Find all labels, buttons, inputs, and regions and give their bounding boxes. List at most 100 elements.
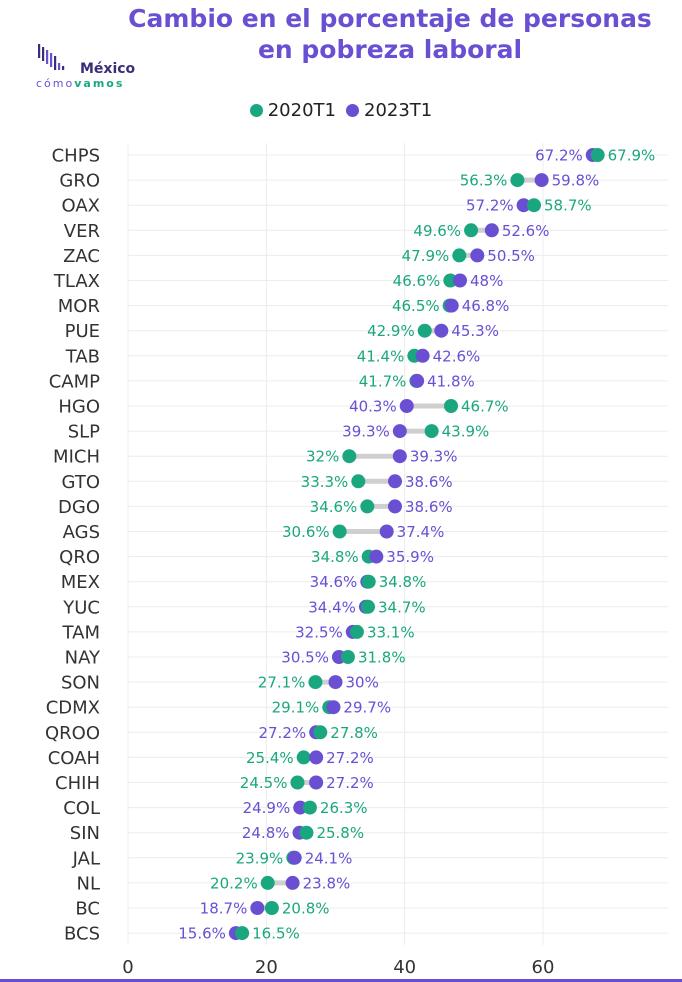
y-tick-label: TLAX	[53, 271, 100, 292]
data-label-2023: 42.6%	[433, 347, 481, 365]
y-tick-label: SLP	[68, 422, 100, 443]
data-label-2023: 38.6%	[405, 473, 453, 491]
y-tick-label: NL	[77, 873, 101, 894]
point-2023	[326, 700, 341, 715]
data-label-2023: 30.5%	[281, 649, 329, 667]
point-2023	[293, 800, 308, 815]
data-label-2020: 58.7%	[544, 197, 592, 215]
logo-sub-b: vamos	[74, 77, 125, 90]
point-2023	[484, 223, 499, 238]
y-tick-label: DGO	[58, 497, 100, 518]
x-tick-label: 20	[255, 957, 278, 978]
y-tick-label: COAH	[48, 748, 100, 769]
data-label-2020: 46.5%	[392, 297, 440, 315]
point-2020	[302, 800, 317, 815]
data-label-2023: 24.8%	[242, 824, 290, 842]
data-label-2023: 23.8%	[303, 874, 351, 892]
y-tick-label: QROO	[45, 723, 100, 744]
point-2020	[417, 323, 432, 338]
data-label-2023: 52.6%	[502, 222, 550, 240]
point-2023	[410, 373, 425, 388]
y-tick-label: CHIH	[55, 773, 100, 794]
point-2020	[235, 926, 250, 941]
data-label-2020: 47.9%	[402, 247, 450, 265]
y-tick-label: YUC	[62, 597, 100, 618]
point-2023	[415, 348, 430, 363]
y-tick-label: CHPS	[52, 146, 100, 167]
y-tick-label: COL	[63, 798, 100, 819]
chart-title-line-1: Cambio en el porcentaje de personas	[128, 4, 652, 33]
data-label-2020: 46.6%	[393, 272, 441, 290]
point-2020	[452, 248, 467, 263]
x-tick-label: 0	[122, 957, 133, 978]
legend-dot-2020-icon	[249, 104, 263, 117]
data-label-2020: 41.7%	[359, 372, 407, 390]
point-2020	[443, 273, 458, 288]
data-label-2020: 34.7%	[378, 598, 426, 616]
data-label-2020: 29.1%	[272, 699, 320, 717]
y-tick-label: BC	[75, 899, 100, 920]
data-label-2023: 45.3%	[451, 322, 499, 340]
point-2023	[434, 323, 449, 338]
point-2020	[260, 875, 275, 890]
data-label-2023: 24.1%	[305, 849, 353, 867]
data-label-2020: 34.8%	[311, 548, 359, 566]
data-label-2023: 32.5%	[295, 623, 343, 641]
y-tick-label: OAX	[62, 196, 101, 217]
y-tick-label: CAMP	[49, 371, 100, 392]
point-2020	[360, 499, 375, 514]
logo-sub-a: cómo	[36, 77, 75, 90]
point-2020	[342, 449, 357, 464]
chart-title: Cambio en el porcentaje de personas en p…	[100, 3, 680, 65]
data-label-2020: 42.9%	[367, 322, 415, 340]
y-tick-label: HGO	[58, 397, 100, 418]
point-2023	[250, 901, 265, 915]
data-label-2023: 41.8%	[427, 372, 475, 390]
data-label-2023: 59.8%	[552, 172, 600, 190]
y-tick-label: QRO	[59, 547, 100, 568]
y-tick-label: SIN	[70, 823, 100, 844]
logo-subtitle: cómovamos	[36, 77, 124, 90]
data-label-2020: 41.4%	[357, 347, 405, 365]
point-2020	[361, 599, 376, 614]
point-2020	[290, 775, 305, 790]
data-label-2023: 29.7%	[343, 699, 391, 717]
point-2023	[379, 524, 394, 539]
legend-item-2023: 2023T1	[346, 100, 432, 121]
data-label-2020: 25.4%	[246, 749, 294, 767]
point-2020	[308, 675, 323, 690]
bars-logo-icon	[38, 44, 65, 70]
point-2020	[464, 223, 479, 238]
y-tick-label: TAB	[65, 346, 100, 367]
point-2020	[444, 399, 459, 413]
data-label-2023: 30%	[346, 674, 379, 692]
y-tick-label: GRO	[59, 171, 100, 192]
data-label-2020: 46.7%	[461, 398, 509, 416]
y-tick-label: MEX	[61, 572, 100, 593]
data-label-2020: 20.8%	[282, 900, 330, 918]
point-2020	[296, 750, 311, 765]
data-label-2020: 25.8%	[316, 824, 364, 842]
point-2023	[399, 399, 414, 413]
point-2020	[510, 173, 525, 188]
data-label-2023: 27.2%	[326, 749, 374, 767]
point-2020	[332, 524, 347, 539]
data-label-2023: 48%	[470, 272, 503, 290]
y-tick-label: NAY	[65, 648, 101, 669]
data-label-2023: 46.8%	[462, 297, 510, 315]
point-2020	[349, 624, 364, 639]
point-2023	[309, 750, 324, 765]
legend-item-2020: 2020T1	[249, 100, 336, 121]
x-tick-label: 40	[393, 957, 416, 978]
point-2023	[328, 675, 343, 690]
point-2023	[287, 850, 302, 865]
data-label-2020: 27.8%	[330, 724, 378, 742]
point-2023	[392, 449, 407, 464]
point-2023	[369, 549, 384, 564]
legend-label-2020: 2020T1	[267, 100, 336, 121]
point-2023	[387, 499, 402, 514]
data-label-2020: 26.3%	[320, 799, 368, 817]
y-tick-label: PUE	[65, 321, 100, 342]
bottom-accent-bar	[0, 979, 682, 982]
